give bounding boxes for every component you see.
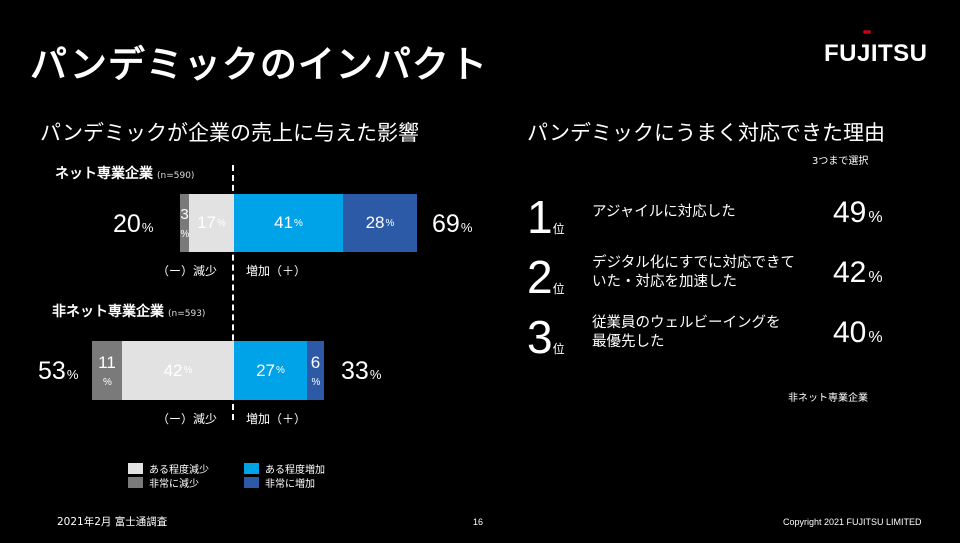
decrease-label: （ー）減少 xyxy=(157,412,218,426)
fujitsu-infinity-mark xyxy=(863,30,871,34)
right-subtitle: パンデミックにうまく対応できた理由 xyxy=(527,121,886,145)
legend-large-increase: 非常に増加 xyxy=(244,475,315,490)
fujitsu-logo: FUJITSU xyxy=(824,40,928,67)
rank-1-reason: アジャイルに対応した xyxy=(592,204,736,220)
segment-name: ネット専業企業 xyxy=(55,166,153,182)
segment-label-net: ネット専業企業 (n=590) xyxy=(55,163,194,183)
legend-some-increase: ある程度増加 xyxy=(244,461,325,476)
segment-sample-size: (n=590) xyxy=(157,171,195,181)
rank-2: 2位 xyxy=(527,250,565,304)
page-number: 16 xyxy=(473,517,484,527)
rank-2-value: 42% xyxy=(833,256,883,289)
legend-swatch xyxy=(128,463,143,474)
legend-swatch xyxy=(244,463,259,474)
page-title: パンデミックのインパクト xyxy=(30,43,488,86)
rank-unit: 位 xyxy=(552,282,565,296)
rank-3-value: 40% xyxy=(833,316,883,349)
bar-value: 3 xyxy=(180,206,189,223)
bar-value: 11 xyxy=(98,353,116,372)
rank-number: 1 xyxy=(527,191,553,243)
nonnet-large-increase-bar: 6% xyxy=(307,341,324,400)
bar-value: 41 xyxy=(274,213,293,232)
rank-number: 3 xyxy=(527,311,553,363)
nonnet-increase-total: 33% xyxy=(341,357,382,385)
net-large-decrease-bar: 3% xyxy=(180,194,189,252)
legend-some-decrease: ある程度減少 xyxy=(128,461,209,476)
increase-label: 増加（＋） xyxy=(246,264,307,278)
bar-value: 42 xyxy=(163,360,183,380)
increase-label: 増加（＋） xyxy=(246,412,307,426)
legend-large-decrease: 非常に減少 xyxy=(128,475,199,490)
nonnet-large-decrease-bar: 11% xyxy=(92,341,122,400)
net-decrease-total: 20% xyxy=(113,210,154,238)
nonnet-decrease-total: 53% xyxy=(38,357,79,385)
bar-value: 6 xyxy=(310,353,321,372)
segment-name: 非ネット専業企業 xyxy=(52,304,164,320)
net-large-increase-bar: 28% xyxy=(343,194,417,252)
rank-3: 3位 xyxy=(527,310,565,364)
net-increase-total: 69% xyxy=(432,210,473,238)
net-some-decrease-bar: 17% xyxy=(189,194,234,252)
rank-1-value: 49% xyxy=(833,196,883,229)
nonnet-some-increase-bar: 27% xyxy=(234,341,307,400)
nonnet-some-decrease-bar: 42% xyxy=(122,341,234,400)
decrease-label: （ー）減少 xyxy=(157,264,218,278)
copyright: Copyright 2021 FUJITSU LIMITED xyxy=(783,517,922,527)
selection-note: 3つまで選択 xyxy=(812,156,869,167)
left-subtitle: パンデミックが企業の売上に与えた影響 xyxy=(40,121,420,145)
rank-unit: 位 xyxy=(552,342,565,356)
rank-3-reason: 従業員のウェルビーイングを 最優先した xyxy=(592,315,781,350)
bar-value: 27 xyxy=(256,360,275,380)
segment-sample-size: (n=593) xyxy=(168,309,206,319)
legend-swatch xyxy=(128,477,143,488)
scope-note: 非ネット専業企業 xyxy=(788,393,868,404)
bar-value: 17 xyxy=(197,213,216,232)
rank-unit: 位 xyxy=(552,222,565,236)
segment-label-nonnet: 非ネット専業企業 (n=593) xyxy=(52,301,205,321)
net-some-increase-bar: 41% xyxy=(234,194,343,252)
source-note: 2021年2月 富士通調査 xyxy=(57,516,168,528)
legend-swatch xyxy=(244,477,259,488)
bar-value: 28 xyxy=(365,213,385,232)
rank-1: 1位 xyxy=(527,190,565,244)
rank-2-reason: デジタル化にすでに対応できて いた・対応を加速した xyxy=(592,255,795,290)
rank-number: 2 xyxy=(527,251,553,303)
zero-dashed-line xyxy=(232,165,234,420)
